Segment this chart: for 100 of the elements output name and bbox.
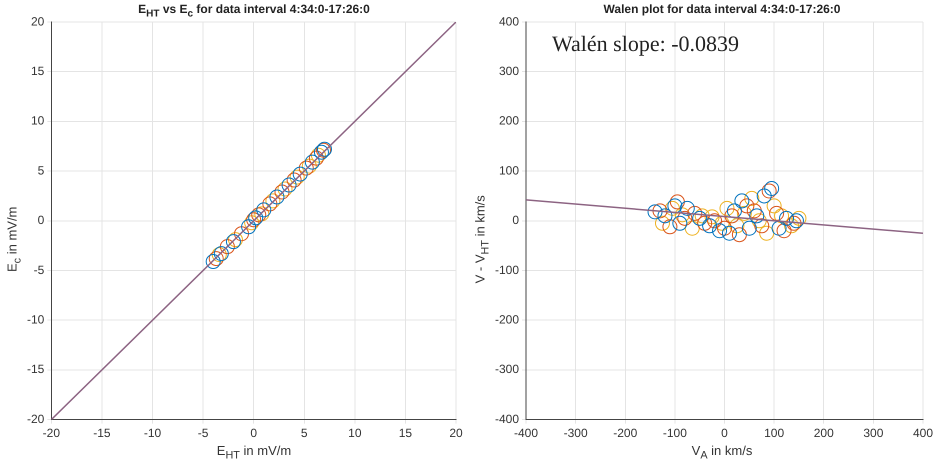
y-tick-label: 0 (512, 213, 520, 228)
point (670, 194, 685, 210)
y-tick-label: -10 (27, 312, 45, 327)
x-tick-label: 0 (721, 426, 728, 440)
point (251, 207, 266, 222)
y-tick-label: 20 (30, 14, 45, 28)
point (742, 220, 757, 236)
point (256, 202, 272, 218)
point (684, 220, 700, 236)
x-tick-label: 10 (348, 426, 362, 440)
point (752, 213, 767, 228)
y-tick-label: -5 (34, 262, 45, 277)
y-tick-label: -400 (494, 412, 520, 426)
point (717, 220, 732, 236)
x-tick-label: 0 (250, 426, 258, 440)
point (739, 198, 754, 214)
x-tick-label: 20 (449, 426, 463, 440)
point (779, 210, 794, 226)
point (702, 218, 718, 234)
point (208, 251, 224, 266)
point (697, 216, 712, 231)
y-tick-label: 200 (498, 114, 520, 128)
point (657, 208, 672, 224)
y-tick-label: 100 (498, 163, 520, 178)
point (736, 206, 752, 221)
y-tick-label: 15 (30, 64, 45, 78)
point (729, 218, 744, 234)
point (662, 219, 678, 234)
point (206, 254, 221, 270)
point (244, 215, 260, 230)
point (769, 206, 784, 221)
point (308, 150, 324, 166)
x-tick-label: 400 (912, 426, 934, 440)
point (774, 208, 790, 224)
point (234, 226, 250, 242)
chart-title: E$_{HT}$ vs E$_{c}$ for data interval 4:34:0-17:26:0 (138, 2, 370, 20)
point (766, 198, 782, 214)
point (269, 189, 284, 204)
y-tick-label: -200 (494, 312, 520, 327)
point (677, 210, 692, 226)
y-tick-label: -100 (494, 262, 520, 277)
y-tick-label: 10 (30, 114, 45, 128)
point (687, 206, 702, 221)
point (704, 209, 720, 224)
point (290, 170, 305, 185)
x-tick-label: -400 (514, 426, 538, 440)
point (776, 223, 792, 238)
point (298, 160, 314, 176)
point (722, 226, 737, 241)
y-tick-label: -15 (27, 362, 45, 376)
x-tick-label: -5 (198, 426, 209, 440)
x-tick-label: 300 (863, 426, 884, 440)
y-tick-label: -20 (27, 412, 45, 426)
point (712, 223, 728, 238)
point (241, 219, 256, 234)
point (265, 193, 280, 208)
point (734, 193, 750, 208)
chart-title: Walen plot for data interval 4:34:0-17:26:0 (602, 2, 842, 16)
x-tick-label: 5 (300, 426, 308, 440)
point (707, 213, 722, 228)
point (714, 216, 730, 231)
point (749, 208, 764, 224)
x-tick-label: -15 (93, 426, 111, 440)
y-tick-label: 300 (498, 64, 520, 78)
x-tick-label: -100 (662, 426, 688, 440)
point (654, 216, 670, 231)
y-tick-label: -300 (494, 362, 520, 376)
point (254, 206, 270, 222)
point (756, 188, 772, 204)
point (726, 203, 742, 218)
y-tick-label: 400 (498, 14, 520, 28)
point (274, 184, 290, 200)
point (759, 226, 774, 241)
point (220, 239, 235, 254)
point (672, 216, 688, 231)
point (652, 203, 668, 218)
point (680, 200, 695, 216)
point (732, 227, 747, 242)
point (304, 154, 320, 170)
point (302, 158, 317, 174)
y-tick-label: 5 (38, 163, 45, 178)
x-tick-label: -300 (564, 426, 588, 440)
point (286, 172, 302, 188)
point (674, 207, 690, 222)
x-tick-label: 200 (814, 426, 834, 440)
point (282, 178, 297, 193)
point (724, 208, 740, 224)
x-tick-label: -200 (613, 426, 638, 440)
point (648, 204, 663, 220)
x-tick-label: 15 (398, 426, 412, 440)
point (754, 218, 770, 234)
point (310, 148, 326, 163)
point (292, 166, 308, 182)
point (278, 181, 293, 196)
point (772, 220, 787, 236)
x-axis-title: V$_{A}$ in km/s (690, 443, 754, 462)
x-tick-label: -10 (144, 426, 162, 440)
point (262, 196, 278, 212)
x-axis-title: E$_{HT}$ in mV/m (216, 443, 292, 462)
point (746, 203, 762, 218)
